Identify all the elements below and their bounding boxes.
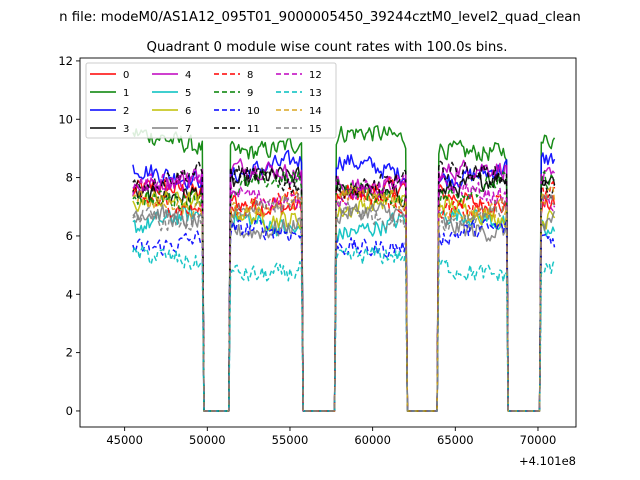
legend-label-0: 0	[123, 70, 129, 81]
x-tick-label: 55000	[272, 433, 309, 447]
y-tick-label: 4	[66, 287, 73, 301]
legend-label-1: 1	[123, 88, 129, 99]
legend-label-3: 3	[123, 124, 129, 135]
legend-label-2: 2	[123, 106, 129, 117]
series-line-9	[132, 170, 556, 412]
y-tick-label: 2	[66, 346, 73, 360]
legend-label-12: 12	[309, 70, 322, 81]
series-line-15	[132, 192, 555, 412]
series-line-13	[132, 244, 556, 412]
legend-label-11: 11	[247, 124, 260, 135]
legend-label-9: 9	[247, 88, 253, 99]
y-tick-label: 12	[58, 54, 73, 68]
x-tick-label: 70000	[520, 433, 557, 447]
plot-frame	[79, 57, 577, 428]
legend-label-5: 5	[185, 88, 191, 99]
legend-box	[85, 62, 337, 139]
x-offset-label: +4.101e8	[519, 454, 576, 468]
legend-label-4: 4	[185, 70, 191, 81]
legend-label-10: 10	[247, 106, 260, 117]
x-tick-label: 50000	[189, 433, 226, 447]
figure-suptitle: n file: modeM0/AS1A12_095T01_9000005450_…	[59, 10, 581, 25]
x-tick-label: 65000	[437, 433, 474, 447]
series-line-10	[132, 218, 556, 412]
legend-label-14: 14	[309, 106, 322, 117]
legend-label-8: 8	[247, 70, 253, 81]
y-tick-label: 0	[66, 404, 73, 418]
legend-label-6: 6	[185, 106, 191, 117]
series-layer	[132, 125, 556, 412]
y-tick-label: 8	[66, 171, 73, 185]
legend-label-13: 13	[309, 88, 322, 99]
x-tick-label: 45000	[106, 433, 143, 447]
x-tick-label: 60000	[354, 433, 391, 447]
legend-label-7: 7	[185, 124, 191, 135]
legend-label-15: 15	[309, 124, 322, 135]
y-tick-label: 6	[66, 229, 73, 243]
chart-title: Quadrant 0 module wise count rates with …	[147, 40, 508, 55]
y-tick-label: 10	[58, 112, 73, 126]
